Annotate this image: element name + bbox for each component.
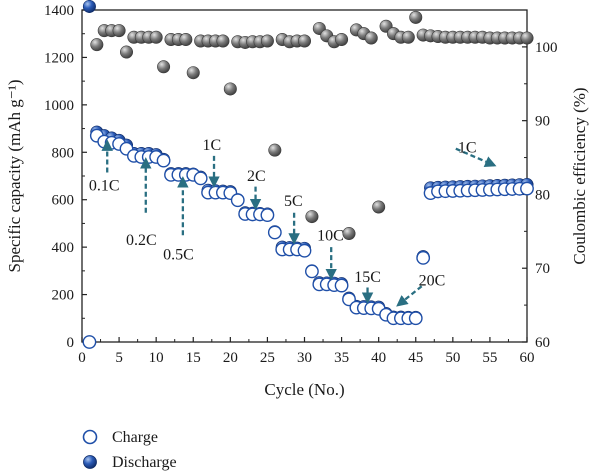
y-right-tick-label: 80 (535, 187, 550, 203)
efficiency-point (90, 38, 104, 52)
x-axis-title: Cycle (No.) (264, 380, 344, 399)
x-tick-label: 55 (482, 350, 497, 366)
y-left-tick-label: 600 (52, 193, 75, 209)
efficiency-point (342, 227, 356, 241)
rate-arrow (455, 147, 497, 167)
y-left-tick-label: 800 (52, 145, 75, 161)
charge-point (156, 153, 171, 168)
rate-label: 0.2C (126, 232, 157, 249)
efficiency-point (112, 24, 126, 38)
rate-label: 2C (247, 168, 266, 185)
charge-point (408, 311, 423, 326)
charge-point (82, 335, 97, 349)
efficiency-point (364, 31, 378, 45)
y-right-tick-label: 70 (535, 261, 550, 277)
plot-frame (81, 9, 528, 343)
efficiency-point (305, 210, 319, 224)
efficiency-point (268, 143, 282, 157)
x-tick-label: 60 (520, 350, 535, 366)
y-axis-title-right: Coulombic efficiency (%) (570, 87, 589, 264)
x-tick-label: 0 (78, 350, 86, 366)
rate-label: 1C (458, 140, 477, 157)
charge-point (520, 181, 534, 196)
x-tick-label: 30 (297, 350, 312, 366)
axis-ticks: 0 5 10 15 20 25 30 35 40 45 50 55 600200400600800100… (44, 3, 558, 366)
charge-point (297, 243, 312, 258)
y-right-tick-label: 60 (535, 335, 550, 351)
x-tick-label: 40 (371, 350, 386, 366)
efficiency-point (157, 60, 171, 74)
y-left-tick-label: 200 (52, 288, 75, 304)
rate-label: 20C (419, 272, 446, 289)
x-tick-label: 50 (445, 350, 460, 366)
rate-arrow (396, 285, 423, 307)
y-right-tick-label: 90 (535, 114, 550, 130)
rate-label: 0.1C (89, 177, 120, 194)
charge-point (267, 225, 282, 240)
y-right-tick-label: 100 (535, 40, 558, 56)
rate-label: 15C (354, 269, 381, 286)
y-axis-title-left: Specific capacity (mAh g⁻¹) (5, 80, 24, 273)
y-left-tick-label: 1000 (44, 98, 74, 114)
efficiency-point (520, 31, 534, 45)
legend: Charge Discharge (82, 429, 177, 471)
efficiency-point (120, 45, 134, 59)
efficiency-point (179, 33, 193, 47)
efficiency-point (216, 34, 230, 48)
efficiency-point (223, 82, 237, 96)
discharge-point (82, 0, 96, 13)
efficiency-point (186, 66, 200, 80)
rate-annotations: 0.1C 0.2C 0.5C 1C 2C 5C 10C 15C 20C 1C (89, 137, 497, 307)
rate-label: 0.5C (163, 246, 194, 263)
efficiency-point (149, 30, 163, 44)
x-tick-label: 10 (149, 350, 164, 366)
rate-label: 10C (317, 227, 344, 244)
charge-point (260, 208, 275, 223)
x-tick-label: 45 (408, 350, 423, 366)
rate-label: 1C (202, 137, 221, 154)
legend-marker-charge (82, 429, 98, 445)
y-left-tick-label: 0 (67, 335, 75, 351)
x-tick-label: 35 (334, 350, 349, 366)
legend-label-discharge: Discharge (112, 454, 177, 471)
y-left-tick-label: 400 (52, 240, 75, 256)
efficiency-point (260, 34, 274, 48)
charge-point (230, 193, 245, 208)
charge-point (416, 250, 431, 265)
x-tick-label: 15 (186, 350, 201, 366)
efficiency-point (372, 200, 386, 214)
y-left-tick-label: 1400 (44, 3, 74, 19)
data-points (82, 0, 534, 349)
x-tick-label: 25 (260, 350, 275, 366)
legend-marker-discharge (83, 455, 97, 469)
efficiency-point (335, 33, 349, 47)
legend-label-charge: Charge (112, 429, 158, 446)
x-tick-label: 5 (115, 350, 123, 366)
charge-point (193, 171, 208, 186)
rate-label: 5C (284, 193, 303, 210)
efficiency-point (409, 10, 423, 24)
charge-point (334, 278, 349, 293)
efficiency-point (297, 34, 311, 48)
efficiency-point (401, 30, 415, 44)
x-tick-label: 20 (223, 350, 238, 366)
y-left-tick-label: 1200 (44, 50, 74, 66)
charge-point (305, 264, 319, 279)
